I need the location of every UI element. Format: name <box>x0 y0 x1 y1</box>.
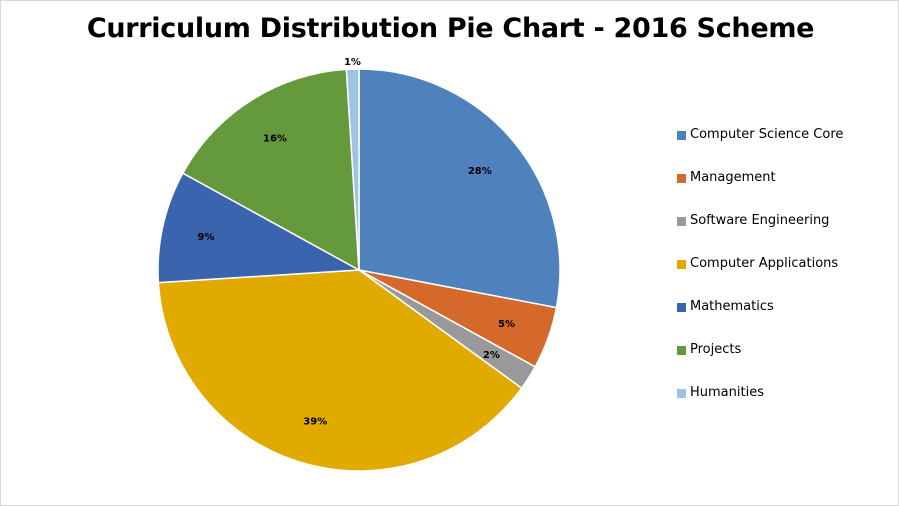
legend-swatch <box>677 389 686 398</box>
legend-item: Computer Science Core <box>677 125 897 168</box>
pie-slice-computer-applications <box>157 269 523 472</box>
data-label-humanities: 1% <box>344 57 361 68</box>
pie-slice-mathematics <box>157 172 362 284</box>
data-label-mathematics: 9% <box>198 232 215 243</box>
legend-item: Mathematics <box>677 297 897 340</box>
legend-item: Computer Applications <box>677 254 897 297</box>
data-label-computer-science-core: 28% <box>468 166 492 177</box>
legend-item: Management <box>677 168 897 211</box>
legend-swatch <box>677 346 686 355</box>
pie-slice-humanities <box>345 68 360 271</box>
legend-label: Mathematics <box>690 299 774 314</box>
legend-swatch <box>677 174 686 183</box>
data-label-projects: 16% <box>263 134 287 145</box>
legend-item: Humanities <box>677 383 897 426</box>
legend-label: Humanities <box>690 385 764 400</box>
legend-label: Computer Science Core <box>690 127 844 142</box>
legend-swatch <box>677 131 686 140</box>
data-label-management: 5% <box>498 319 515 330</box>
legend-item: Software Engineering <box>677 211 897 254</box>
legend-label: Computer Applications <box>690 256 839 271</box>
pie-slice-projects <box>181 68 360 272</box>
chart-title: Curriculum Distribution Pie Chart - 2016… <box>86 13 815 44</box>
legend-label: Management <box>690 170 776 185</box>
data-label-computer-applications: 39% <box>303 417 327 428</box>
legend-item: Projects <box>677 340 897 383</box>
pie-slice-computer-science-core <box>358 68 561 309</box>
chart-legend: Computer Science Core Management Software … <box>677 125 897 426</box>
legend-swatch <box>677 260 686 269</box>
legend-swatch <box>677 303 686 312</box>
legend-label: Projects <box>690 342 742 357</box>
legend-swatch <box>677 217 686 226</box>
legend-label: Software Engineering <box>690 213 830 228</box>
data-label-software-engineering: 2% <box>483 350 500 361</box>
